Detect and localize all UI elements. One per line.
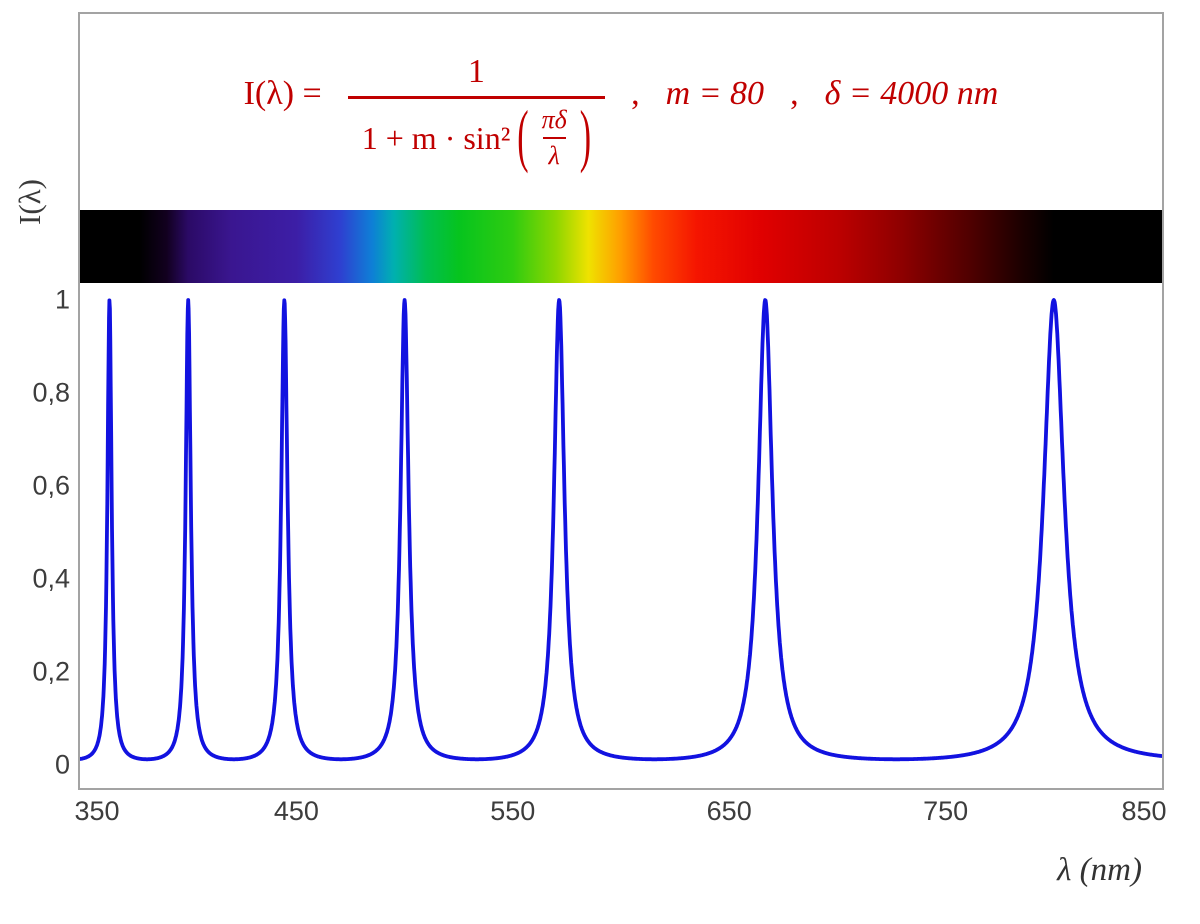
formula: I(λ) = 1 1 + m · sin² ( πδ λ ) , m = 80 … xyxy=(80,28,1162,196)
nested-denominator: λ xyxy=(542,137,566,171)
open-paren: ( xyxy=(517,99,529,176)
fraction-numerator: 1 xyxy=(467,52,485,90)
y-tick-label: 0 xyxy=(54,749,70,780)
y-tick-label: 0,6 xyxy=(32,470,70,501)
y-axis-tick-labels: 0 0,2 0,4 0,6 0,8 1 xyxy=(0,0,72,924)
fraction-denominator: 1 + m · sin² ( πδ λ ) xyxy=(347,96,606,176)
nested-numerator: πδ xyxy=(541,105,567,135)
comma-separator-2: , xyxy=(790,75,799,112)
x-axis-tick-labels: 350 450 550 650 750 850 xyxy=(0,796,1200,836)
delta-parameter: δ = 4000 nm xyxy=(824,75,999,112)
x-tick-label: 750 xyxy=(923,796,969,826)
close-paren: ) xyxy=(579,99,592,176)
formula-lhs: I(λ) = xyxy=(243,75,322,112)
y-tick-label: 0,4 xyxy=(32,563,70,594)
airy-curve-path xyxy=(80,298,1162,762)
x-tick-label: 450 xyxy=(273,796,319,826)
x-tick-label: 850 xyxy=(1121,796,1167,826)
x-axis-title: λ (nm) xyxy=(1057,852,1142,888)
x-tick-label: 350 xyxy=(74,796,120,826)
x-tick-label: 550 xyxy=(490,796,536,826)
plot-svg xyxy=(80,298,1162,762)
nested-fraction: πδ λ xyxy=(536,105,573,171)
x-tick-label: 650 xyxy=(706,796,752,826)
y-tick-label: 0,8 xyxy=(32,377,70,408)
comma-separator-1: , xyxy=(631,75,640,112)
spectrum-bar xyxy=(80,210,1162,283)
chart-frame: I(λ) = 1 1 + m · sin² ( πδ λ ) , m = 80 … xyxy=(78,12,1164,790)
y-tick-label: 0,2 xyxy=(32,656,70,687)
formula-fraction: 1 1 + m · sin² ( πδ λ ) xyxy=(347,52,606,176)
y-tick-label: 1 xyxy=(54,284,70,315)
m-parameter: m = 80 xyxy=(665,75,765,112)
denominator-prefix: 1 + m · sin² xyxy=(361,119,511,156)
